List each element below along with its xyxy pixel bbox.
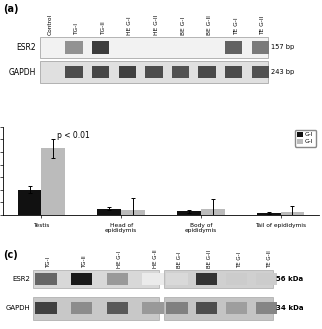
Bar	[142, 273, 164, 285]
Bar	[252, 66, 269, 78]
Bar	[177, 211, 201, 215]
Bar	[92, 41, 109, 54]
Text: TG-II: TG-II	[81, 256, 87, 268]
Bar	[164, 270, 273, 288]
Text: ESR2: ESR2	[17, 43, 36, 52]
Bar	[256, 302, 278, 315]
Text: HE G-I: HE G-I	[127, 16, 132, 35]
Text: BE G-II: BE G-II	[207, 15, 212, 35]
Bar	[121, 210, 145, 215]
Bar	[142, 302, 164, 315]
Bar	[225, 41, 242, 54]
Bar	[33, 270, 159, 288]
Text: HE G-II: HE G-II	[154, 15, 159, 35]
Bar	[252, 41, 269, 54]
Bar	[40, 62, 268, 83]
Bar	[198, 66, 216, 78]
Text: TG-I: TG-I	[74, 23, 79, 35]
Bar	[18, 190, 42, 215]
Bar	[107, 302, 128, 315]
Text: 56 kDa: 56 kDa	[276, 276, 303, 282]
Text: ESR2: ESR2	[12, 276, 30, 282]
Text: TG-II: TG-II	[101, 21, 106, 35]
Text: BE G-I: BE G-I	[181, 17, 185, 35]
Bar	[71, 302, 92, 315]
Bar	[196, 302, 217, 315]
Legend: G-I, G-I: G-I, G-I	[295, 130, 316, 147]
Bar	[35, 273, 57, 285]
Text: TE G-I: TE G-I	[237, 252, 242, 268]
Bar	[201, 209, 225, 215]
Text: TE G-I: TE G-I	[234, 17, 239, 35]
Text: HE G-II: HE G-II	[153, 249, 158, 268]
Bar	[65, 41, 83, 54]
Text: Control: Control	[47, 14, 52, 35]
Bar	[42, 148, 65, 215]
Text: TE G-II: TE G-II	[260, 16, 265, 35]
Text: HE G-I: HE G-I	[117, 251, 122, 268]
Bar	[33, 297, 159, 320]
Bar	[257, 213, 280, 215]
Text: TG-I: TG-I	[46, 257, 51, 268]
Text: (c): (c)	[3, 250, 18, 260]
Bar	[145, 66, 163, 78]
Bar	[40, 37, 268, 58]
Bar	[280, 212, 304, 215]
Text: p < 0.01: p < 0.01	[57, 131, 90, 140]
Bar	[65, 66, 83, 78]
Bar	[107, 273, 128, 285]
Text: GAPDH: GAPDH	[9, 67, 36, 77]
Text: GAPDH: GAPDH	[5, 305, 30, 311]
Bar	[71, 273, 92, 285]
Text: 157 bp: 157 bp	[271, 44, 295, 50]
Bar	[256, 273, 278, 285]
Bar	[226, 302, 248, 315]
Bar	[166, 273, 187, 285]
Bar	[164, 297, 273, 320]
Bar	[92, 66, 109, 78]
Bar	[35, 302, 57, 315]
Text: (a): (a)	[3, 4, 19, 14]
Text: 34 kDa: 34 kDa	[276, 305, 304, 311]
Text: 243 bp: 243 bp	[271, 69, 295, 75]
Bar	[166, 302, 187, 315]
Bar	[97, 209, 121, 215]
Bar	[225, 66, 242, 78]
Text: BE G-I: BE G-I	[177, 252, 182, 268]
Bar	[196, 273, 217, 285]
Bar	[118, 66, 136, 78]
Text: TE G-II: TE G-II	[267, 250, 272, 268]
Bar	[226, 273, 248, 285]
Text: BE G-II: BE G-II	[207, 250, 212, 268]
Bar	[172, 66, 189, 78]
